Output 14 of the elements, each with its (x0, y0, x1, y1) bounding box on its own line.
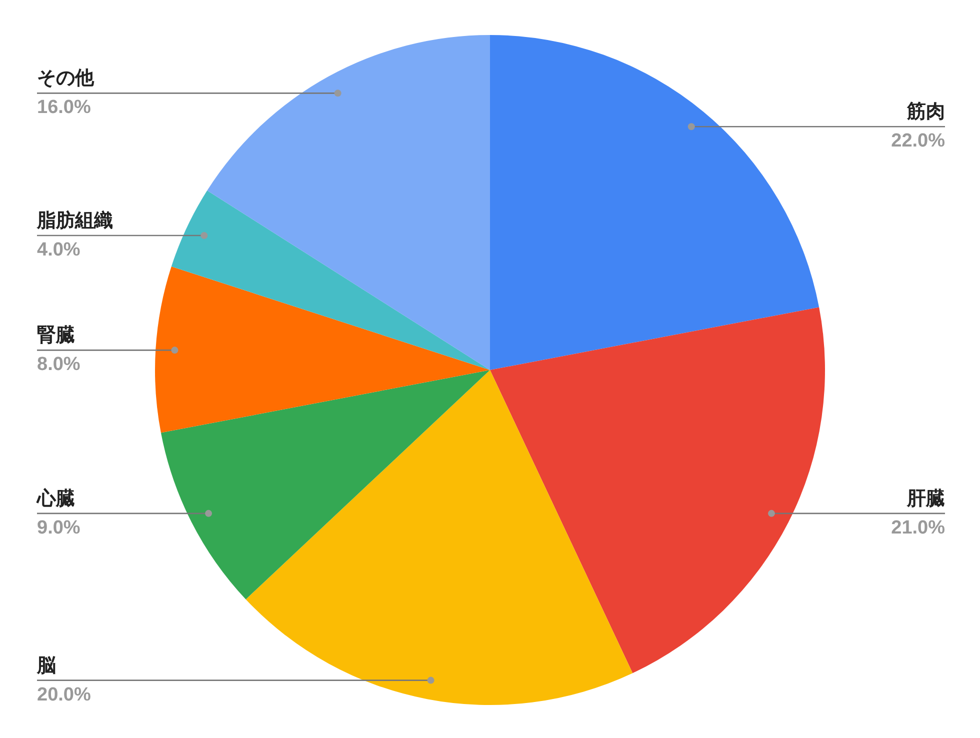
slice-label: その他 (37, 68, 95, 90)
data-label: 16.0% (37, 97, 91, 118)
slice-label: 脂肪組織 (36, 209, 113, 232)
slice-label: 肝臓 (906, 488, 945, 510)
data-label: 20.0% (37, 684, 91, 706)
data-label: 21.0% (891, 517, 946, 538)
slice-label: 筋肉 (906, 102, 945, 123)
data-label: 4.0% (37, 239, 80, 260)
slice-label: 腎臓 (37, 325, 75, 346)
slice-label: 脳 (36, 655, 56, 676)
data-label: 9.0% (37, 517, 80, 538)
data-label: 8.0% (37, 354, 80, 376)
data-label: 22.0% (891, 130, 946, 152)
slice-label: 心臓 (36, 487, 75, 510)
